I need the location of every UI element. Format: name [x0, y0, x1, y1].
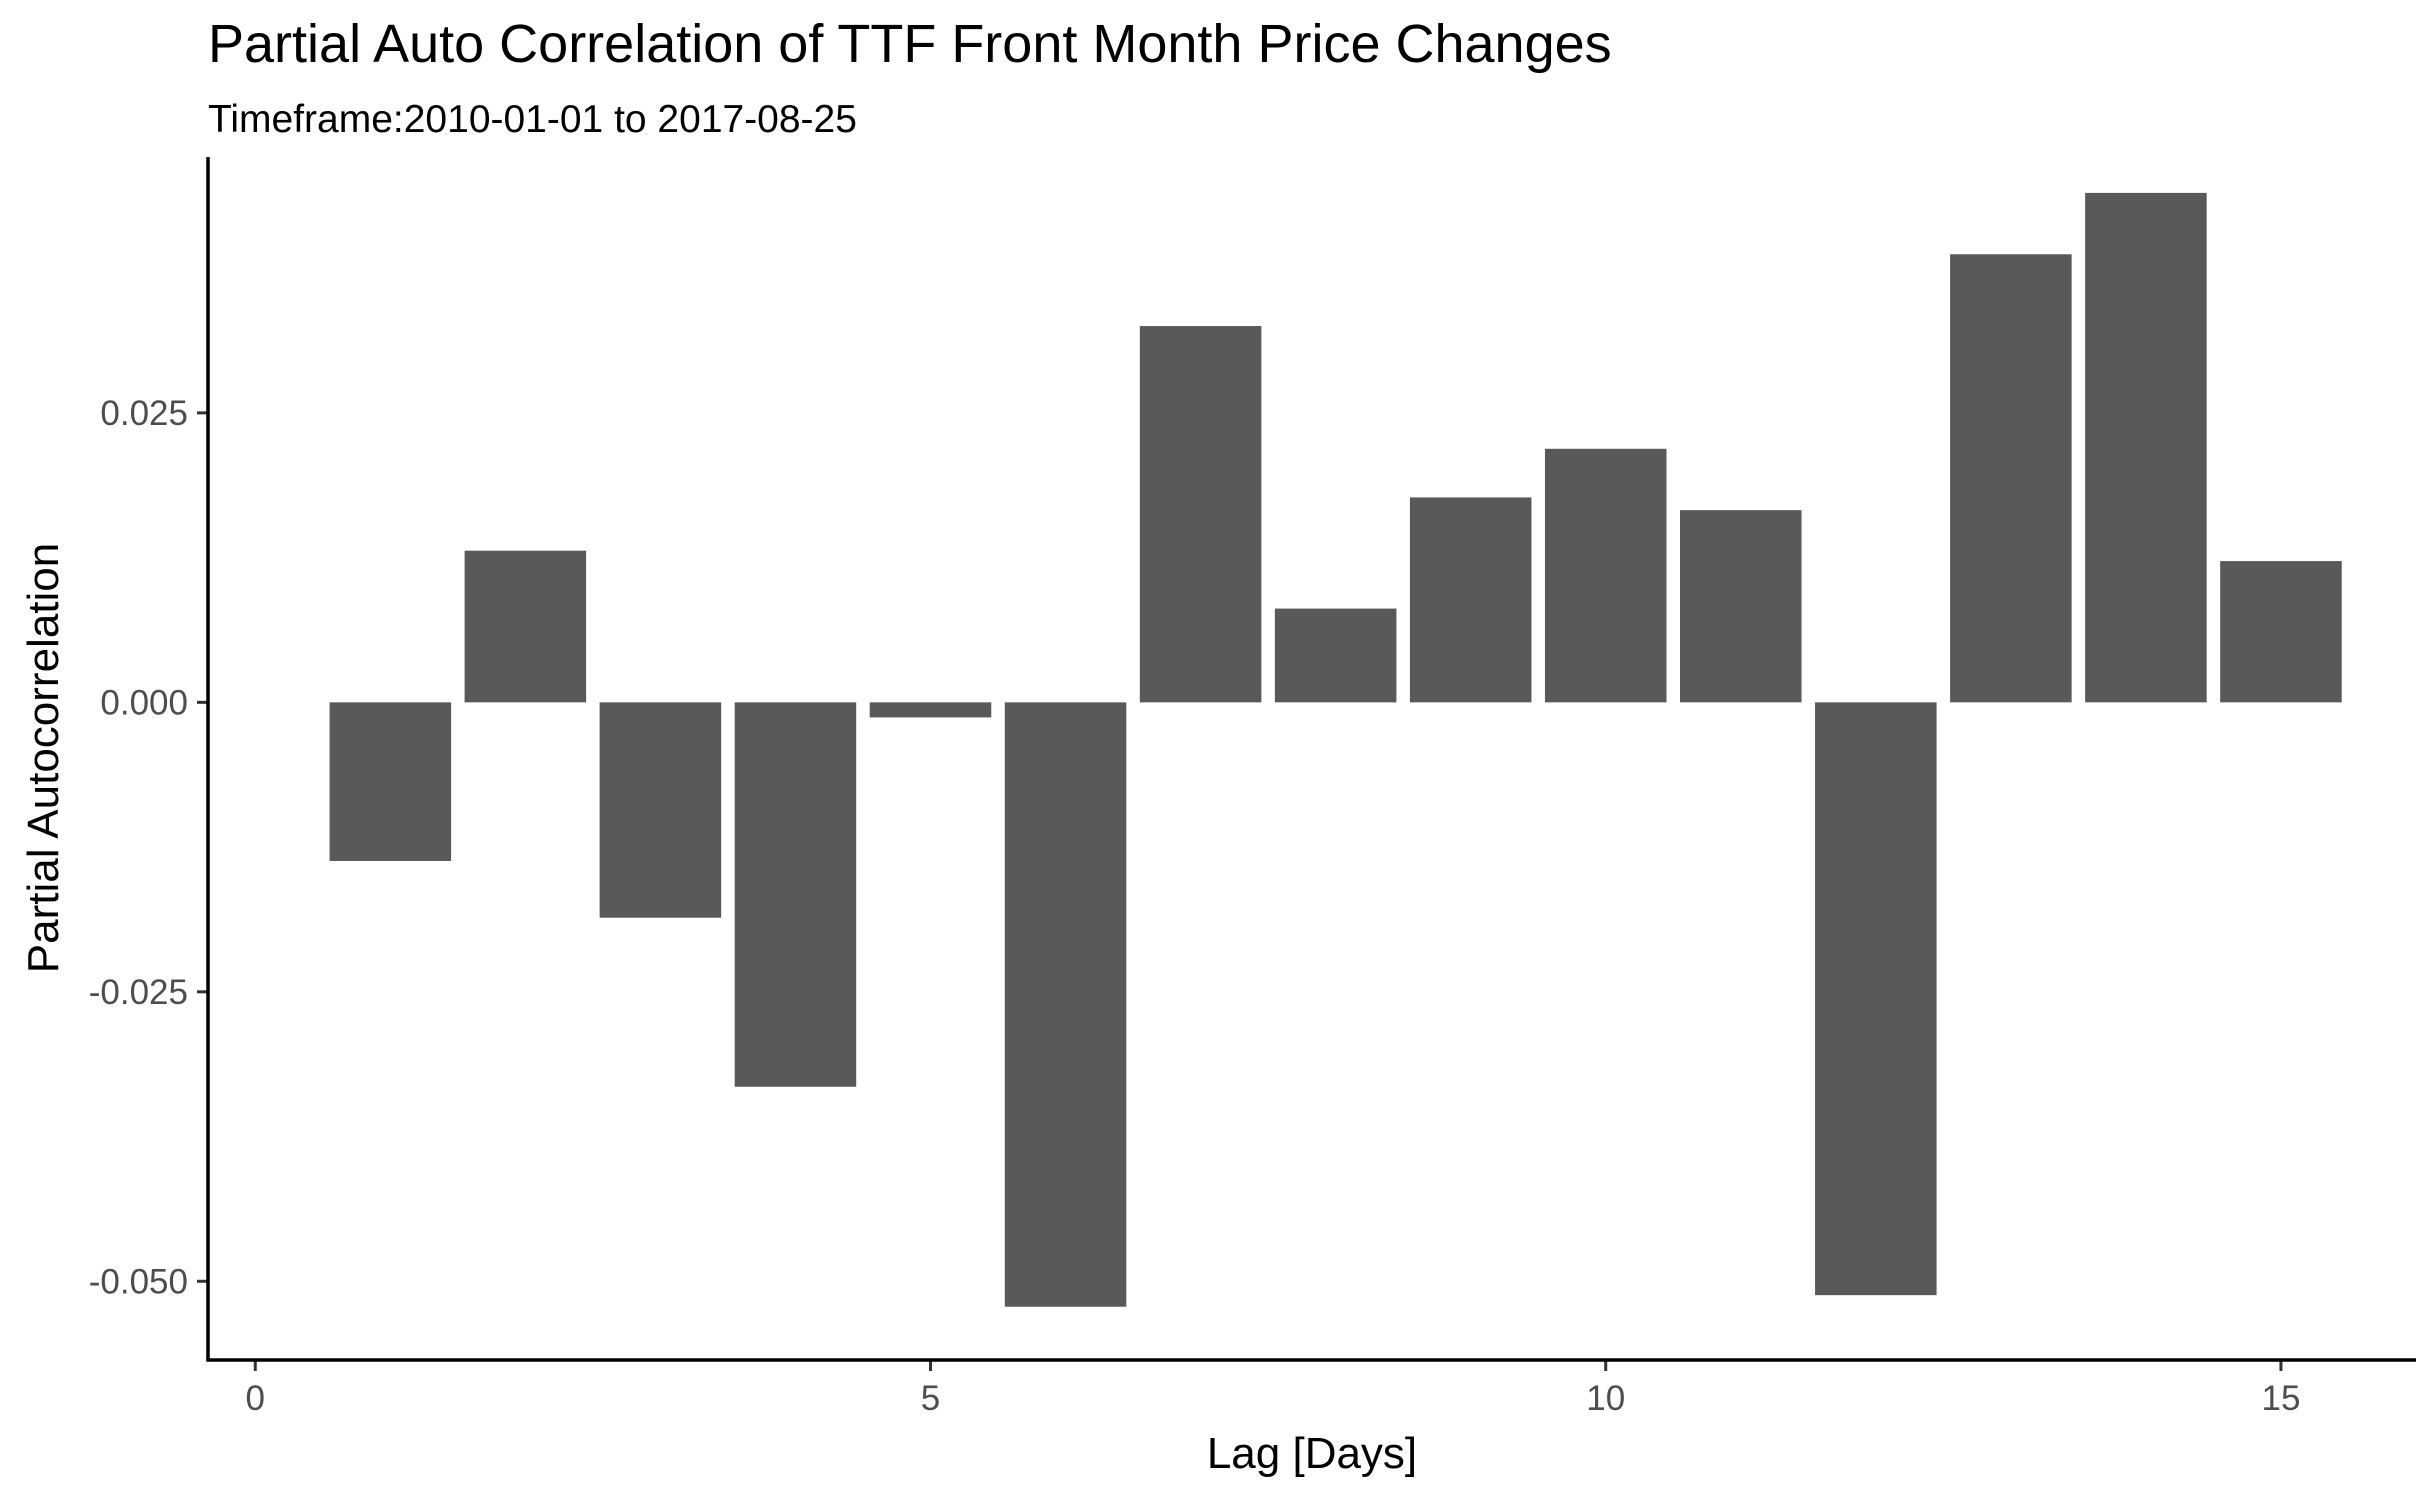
x-tick-label: 15	[2261, 1379, 2300, 1418]
bar-lag-1	[329, 702, 452, 861]
bar-lag-9	[1409, 497, 1532, 703]
chart-title: Partial Auto Correlation of TTF Front Mo…	[208, 14, 1612, 74]
bar-lag-15	[2220, 561, 2342, 703]
bar-lag-3	[599, 702, 722, 918]
y-axis-ticks: -0.050 -0.025 0.000 0.025	[89, 394, 208, 1301]
bar-lag-13	[1950, 254, 2072, 703]
x-tick-label: 10	[1586, 1379, 1625, 1418]
bar-lag-7	[1139, 326, 1262, 703]
bar-lag-4	[734, 702, 857, 1087]
bar-lag-8	[1274, 608, 1397, 703]
bar-lag-14	[2085, 192, 2207, 703]
bar-lag-2	[464, 550, 587, 703]
x-axis-title: Lag [Days]	[1207, 1429, 1417, 1478]
bar-lag-11	[1680, 510, 1802, 703]
plot-bars	[329, 192, 2342, 1307]
y-axis-title: Partial Autocorrelation	[19, 543, 68, 973]
y-tick-label: 0.025	[100, 394, 188, 433]
y-tick-label: 0.000	[100, 683, 188, 722]
bar-lag-12	[1815, 702, 1937, 1296]
x-tick-label: 5	[921, 1379, 940, 1418]
bar-lag-6	[1004, 702, 1127, 1307]
chart-subtitle: Timeframe:2010-01-01 to 2017-08-25	[208, 98, 857, 141]
y-tick-label: -0.050	[89, 1262, 188, 1301]
x-axis-ticks: 0 5 10 15	[246, 1360, 2300, 1418]
bar-lag-10	[1544, 448, 1667, 703]
x-tick-label: 0	[246, 1379, 265, 1418]
y-tick-label: -0.025	[89, 973, 188, 1012]
bar-lag-5	[869, 702, 992, 718]
